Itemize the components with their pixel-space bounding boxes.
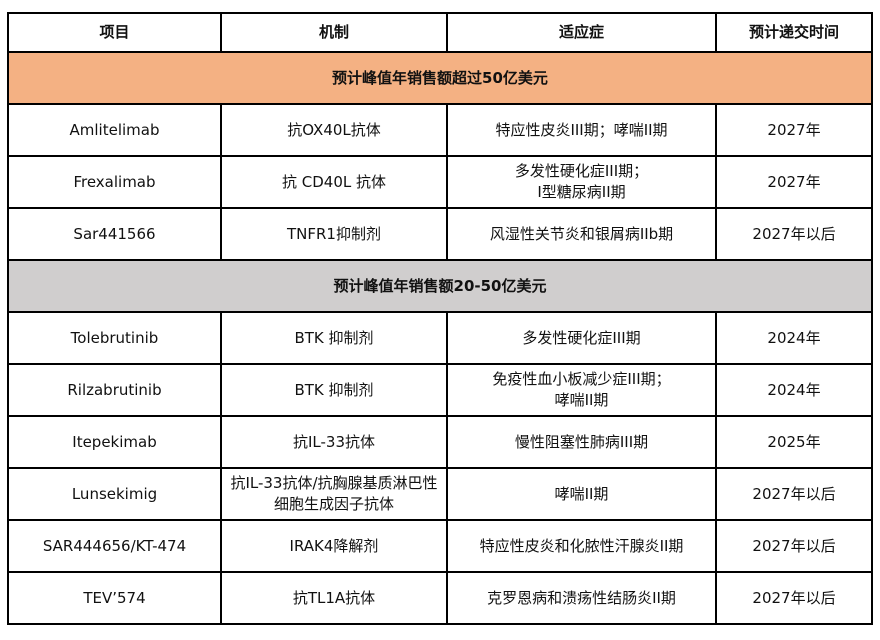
submission-time-cell: 2027年以后 — [715, 207, 873, 261]
mechanism-cell: 抗TL1A抗体 — [220, 571, 448, 625]
header-project: 项目 — [7, 12, 222, 53]
submission-time-cell: 2027年以后 — [715, 467, 873, 521]
mechanism-cell: TNFR1抑制剂 — [220, 207, 448, 261]
table-row: Itepekimab 抗IL-33抗体 慢性阻塞性肺病III期 2025年 — [7, 415, 873, 469]
submission-time-cell: 2027年以后 — [715, 571, 873, 625]
project-cell: SAR444656/KT-474 — [7, 519, 222, 573]
project-cell: Rilzabrutinib — [7, 363, 222, 417]
submission-time-cell: 2024年 — [715, 311, 873, 365]
indication-cell: 特应性皮炎III期；哮喘II期 — [446, 103, 717, 157]
indication-cell: 多发性硬化症III期； I型糖尿病II期 — [446, 155, 717, 209]
indication-cell: 特应性皮炎和化脓性汗腺炎II期 — [446, 519, 717, 573]
project-cell: Amlitelimab — [7, 103, 222, 157]
table-row: Tolebrutinib BTK 抑制剂 多发性硬化症III期 2024年 — [7, 311, 873, 365]
header-mechanism: 机制 — [220, 12, 448, 53]
submission-time-cell: 2027年 — [715, 103, 873, 157]
submission-time-cell: 2027年以后 — [715, 519, 873, 573]
mechanism-cell: 抗IL-33抗体/抗胸腺基质淋巴性细胞生成因子抗体 — [220, 467, 448, 521]
header-indication: 适应症 — [446, 12, 717, 53]
project-cell: TEV’574 — [7, 571, 222, 625]
table-row: SAR444656/KT-474 IRAK4降解剂 特应性皮炎和化脓性汗腺炎II期 2… — [7, 519, 873, 573]
table-row: Lunsekimig 抗IL-33抗体/抗胸腺基质淋巴性细胞生成因子抗体 哮喘II期… — [7, 467, 873, 521]
group-row: 预计峰值年销售额20-50亿美元 — [7, 259, 873, 313]
group-title: 预计峰值年销售额超过50亿美元 — [7, 51, 873, 105]
mechanism-cell: 抗 CD40L 抗体 — [220, 155, 448, 209]
mechanism-cell: IRAK4降解剂 — [220, 519, 448, 573]
mechanism-cell: BTK 抑制剂 — [220, 311, 448, 365]
mechanism-cell: 抗OX40L抗体 — [220, 103, 448, 157]
indication-cell: 慢性阻塞性肺病III期 — [446, 415, 717, 469]
header-row: 项目 机制 适应症 预计递交时间 — [7, 12, 873, 53]
header-submission-time: 预计递交时间 — [715, 12, 873, 53]
project-cell: Itepekimab — [7, 415, 222, 469]
indication-cell: 克罗恩病和溃疡性结肠炎II期 — [446, 571, 717, 625]
table-row: Frexalimab 抗 CD40L 抗体 多发性硬化症III期； I型糖尿病II期… — [7, 155, 873, 209]
submission-time-cell: 2024年 — [715, 363, 873, 417]
table-row: Rilzabrutinib BTK 抑制剂 免疫性血小板减少症III期； 哮喘II期… — [7, 363, 873, 417]
mechanism-cell: 抗IL-33抗体 — [220, 415, 448, 469]
group-title: 预计峰值年销售额20-50亿美元 — [7, 259, 873, 313]
table-row: TEV’574 抗TL1A抗体 克罗恩病和溃疡性结肠炎II期 2027年以后 — [7, 571, 873, 625]
indication-cell: 免疫性血小板减少症III期； 哮喘II期 — [446, 363, 717, 417]
indication-cell: 风湿性关节炎和银屑病IIb期 — [446, 207, 717, 261]
group-row: 预计峰值年销售额超过50亿美元 — [7, 51, 873, 105]
project-cell: Tolebrutinib — [7, 311, 222, 365]
project-cell: Frexalimab — [7, 155, 222, 209]
indication-cell: 多发性硬化症III期 — [446, 311, 717, 365]
table-row: Amlitelimab 抗OX40L抗体 特应性皮炎III期；哮喘II期 2027年 — [7, 103, 873, 157]
project-cell: Lunsekimig — [7, 467, 222, 521]
project-cell: Sar441566 — [7, 207, 222, 261]
pipeline-table: 项目 机制 适应症 预计递交时间 预计峰值年销售额超过50亿美元 Amliteli… — [7, 12, 873, 625]
submission-time-cell: 2027年 — [715, 155, 873, 209]
indication-cell: 哮喘II期 — [446, 467, 717, 521]
table-row: Sar441566 TNFR1抑制剂 风湿性关节炎和银屑病IIb期 2027年以后 — [7, 207, 873, 261]
mechanism-cell: BTK 抑制剂 — [220, 363, 448, 417]
submission-time-cell: 2025年 — [715, 415, 873, 469]
